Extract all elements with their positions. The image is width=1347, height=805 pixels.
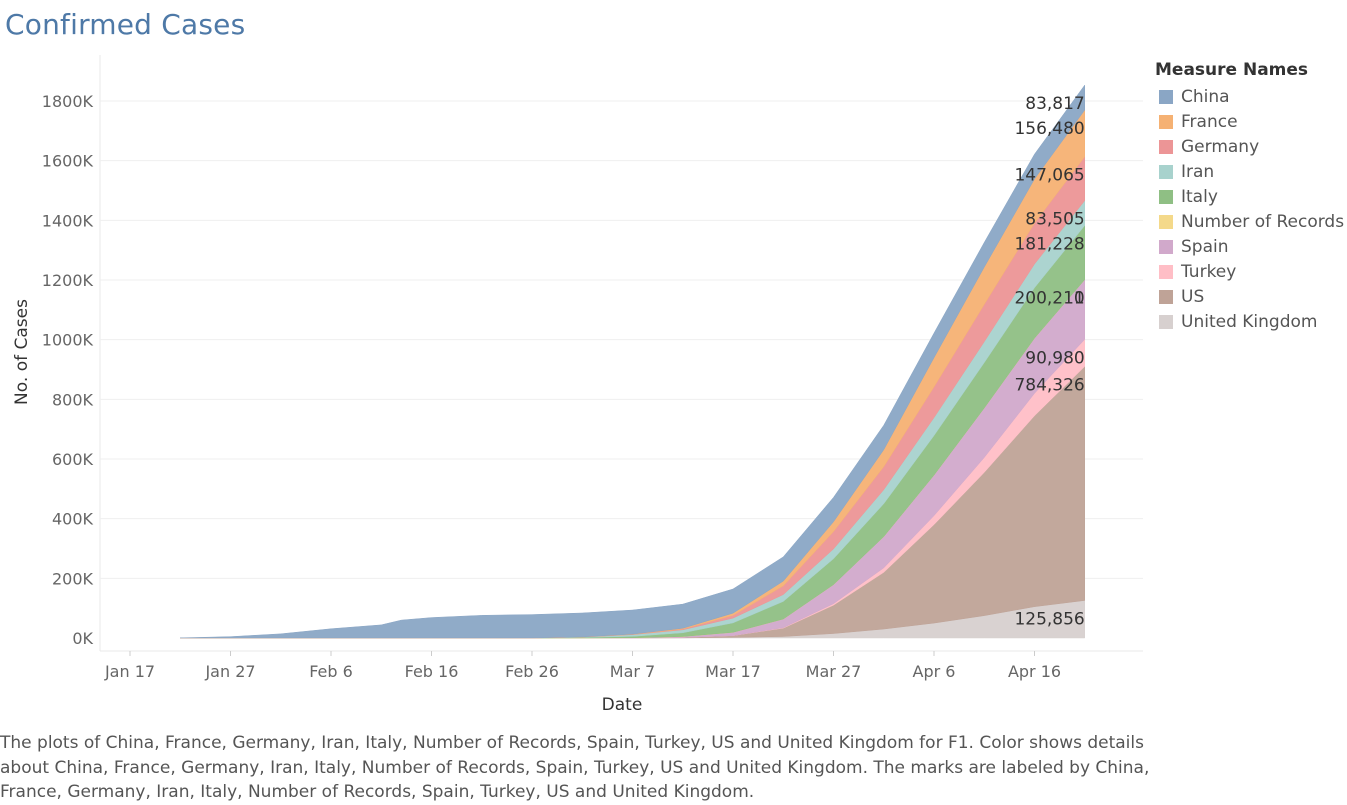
legend-item-us[interactable]: US: [1155, 284, 1344, 309]
legend-swatch: [1159, 139, 1173, 154]
legend-item-turkey[interactable]: Turkey: [1155, 259, 1344, 284]
area-series: [180, 84, 1085, 639]
x-tick-label: Apr 16: [1008, 662, 1061, 681]
end-label-germany: 147,065: [1014, 166, 1084, 186]
legend-item-china[interactable]: China: [1155, 84, 1344, 109]
y-tick-label: 200K: [52, 569, 94, 588]
end-label-france: 156,480: [1014, 119, 1084, 139]
x-tick-label: Apr 6: [913, 662, 956, 681]
end-label-iran: 83,505: [1025, 210, 1084, 230]
end-label-us: 784,326: [1014, 375, 1084, 395]
x-tick-label: Jan 27: [204, 662, 255, 681]
area-china: [180, 84, 1085, 639]
legend-swatch: [1159, 89, 1173, 104]
stacked-area-chart: 0K200K400K600K800K1000K1200K1400K1600K18…: [12, 55, 1143, 715]
legend-item-italy[interactable]: Italy: [1155, 184, 1344, 209]
x-tick-label: Feb 6: [309, 662, 353, 681]
end-label-united-kingdom: 125,856: [1014, 609, 1084, 629]
end-label-turkey: 90,980: [1025, 348, 1084, 368]
legend-label: Italy: [1181, 186, 1218, 207]
end-label-italy: 181,228: [1014, 235, 1084, 255]
y-tick-label: 800K: [52, 390, 94, 409]
end-label-number-of-records: 1: [1074, 289, 1085, 309]
chart-title: Confirmed Cases: [5, 8, 246, 41]
x-tick-label: Feb 26: [505, 662, 559, 681]
y-tick-label: 0K: [72, 629, 93, 648]
legend-item-united-kingdom[interactable]: United Kingdom: [1155, 309, 1344, 334]
y-tick-label: 1000K: [42, 331, 94, 350]
legend-label: Turkey: [1181, 261, 1237, 282]
legend-swatch: [1159, 214, 1173, 229]
end-label-spain: 200,210: [1014, 289, 1084, 309]
x-tick-label: Jan 17: [104, 662, 155, 681]
legend-label: Germany: [1181, 136, 1260, 157]
legend-label: United Kingdom: [1181, 311, 1318, 332]
y-tick-label: 1200K: [42, 271, 94, 290]
y-tick-label: 600K: [52, 450, 94, 469]
y-tick-label: 1600K: [42, 152, 94, 171]
legend-label: Iran: [1181, 161, 1215, 182]
legend-label: Spain: [1181, 236, 1229, 257]
chart-caption: The plots of China, France, Germany, Ira…: [0, 733, 1150, 802]
x-tick-label: Mar 7: [610, 662, 655, 681]
legend-item-spain[interactable]: Spain: [1155, 234, 1344, 259]
legend: Measure Names China France Germany Iran Ital…: [1155, 60, 1344, 334]
legend-label: China: [1181, 86, 1230, 107]
legend-swatch: [1159, 114, 1173, 129]
legend-item-germany[interactable]: Germany: [1155, 134, 1344, 159]
legend-swatch: [1159, 289, 1173, 304]
legend-item-iran[interactable]: Iran: [1155, 159, 1344, 184]
y-axis-title: No. of Cases: [12, 299, 32, 405]
legend-item-france[interactable]: France: [1155, 109, 1344, 134]
x-axis: Jan 17 Jan 27 Feb 6 Feb 16 Feb 26 Mar 7 Mar 17…: [104, 651, 1061, 681]
grid-lines: [99, 55, 1143, 652]
legend-title: Measure Names: [1155, 60, 1309, 80]
legend-swatch: [1159, 264, 1173, 279]
y-tick-label: 400K: [52, 510, 94, 529]
x-axis-title: Date: [602, 695, 643, 715]
legend-swatch: [1159, 164, 1173, 179]
end-label-china: 83,817: [1025, 94, 1084, 114]
legend-swatch: [1159, 314, 1173, 329]
legend-item-number-of-records[interactable]: Number of Records: [1155, 209, 1344, 234]
legend-label: US: [1181, 286, 1205, 307]
x-tick-label: Mar 27: [806, 662, 862, 681]
y-axis: 0K 200K 400K 600K 800K 1000K 1200K 1400K 1600K 18…: [42, 92, 94, 648]
x-tick-label: Mar 17: [705, 662, 761, 681]
y-tick-label: 1400K: [42, 211, 94, 230]
legend-swatch: [1159, 189, 1173, 204]
legend-label: France: [1181, 111, 1238, 132]
y-tick-label: 1800K: [42, 92, 94, 111]
legend-swatch: [1159, 239, 1173, 254]
x-tick-label: Feb 16: [405, 662, 459, 681]
legend-label: Number of Records: [1181, 211, 1345, 232]
